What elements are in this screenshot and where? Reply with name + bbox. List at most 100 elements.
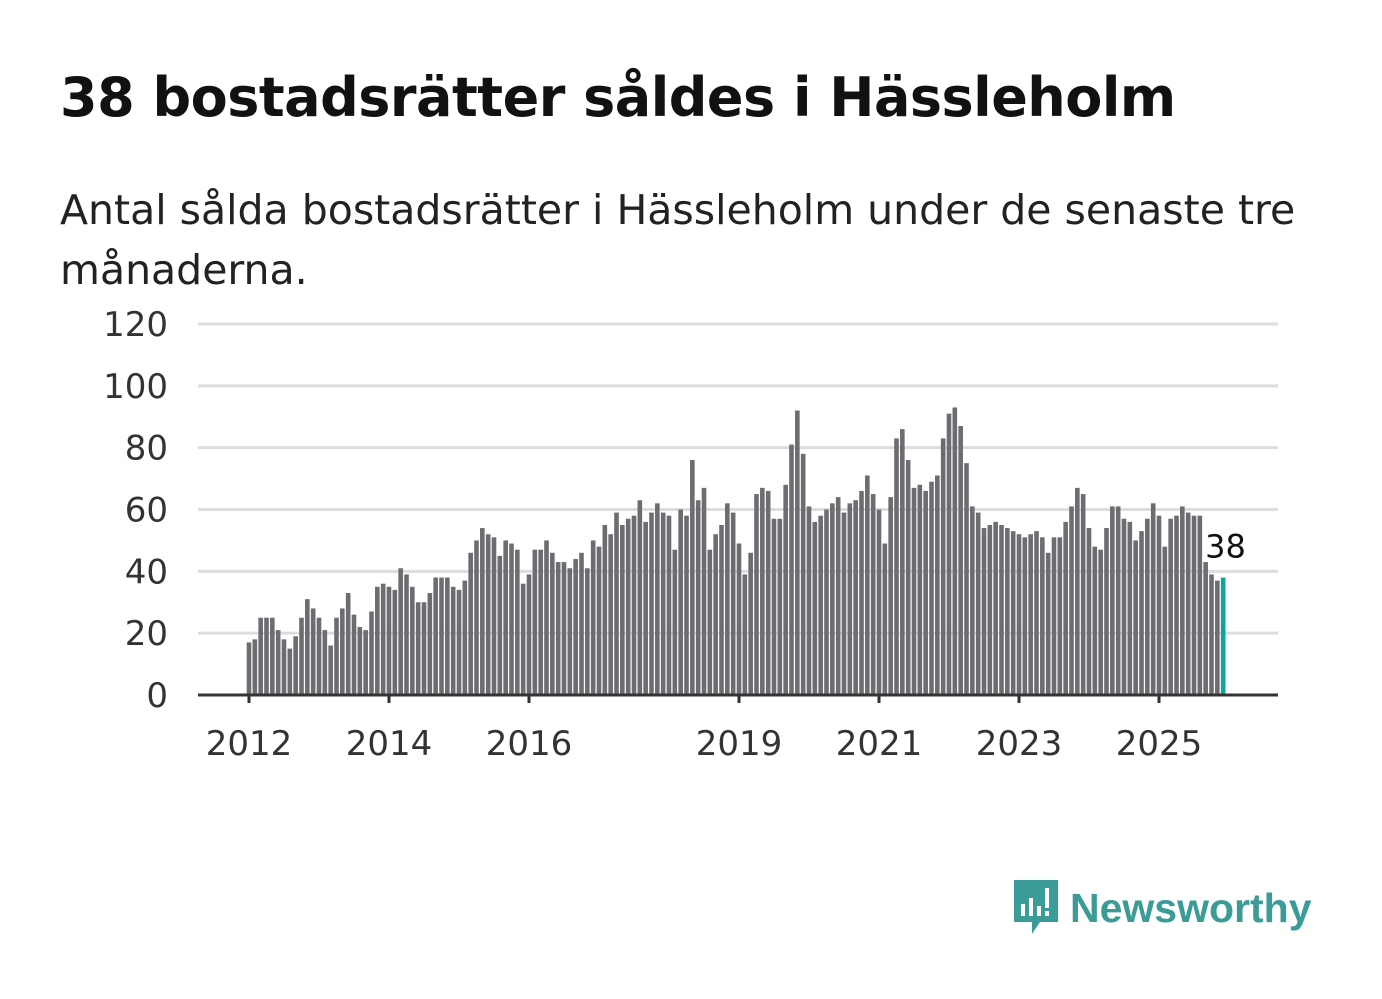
bar [917,484,923,695]
bar [1057,537,1063,695]
bar [544,540,549,695]
bar [439,577,444,695]
bar [859,490,864,695]
bar [555,562,561,695]
bar [474,540,479,695]
bar [363,630,368,695]
bar [497,555,503,696]
bar [911,487,917,695]
bar [695,500,701,695]
bar [485,534,491,695]
bar [246,642,252,695]
bar [1156,515,1162,695]
bar [830,503,835,695]
bar [660,512,666,695]
bar [993,521,998,695]
bar [888,497,893,695]
bar-highlight [1220,577,1226,695]
x-tick-label: 2025 [1116,724,1203,764]
bar [865,475,870,695]
bar [509,543,514,695]
bar [678,509,683,695]
bar [701,487,707,695]
bar [1197,515,1203,695]
bar [894,438,899,695]
bar [824,509,829,695]
bar [1040,537,1045,695]
bar [450,586,456,695]
bar [1005,528,1010,695]
bar [310,608,316,695]
bar [940,438,946,695]
bar [503,540,508,695]
bar [1133,540,1138,695]
y-tick-label: 20 [125,614,168,654]
bar [655,503,660,695]
y-tick-label: 60 [125,491,168,531]
bar [672,549,678,695]
bar [970,506,975,695]
bar [789,444,794,695]
x-tick-label: 2023 [976,724,1063,764]
bar [375,586,380,695]
bar [631,515,637,695]
bar [1022,537,1028,695]
bar [999,524,1004,695]
bar [538,549,543,695]
bar [649,512,654,695]
bar [923,490,928,695]
bar [1045,552,1051,695]
bar [964,463,969,696]
bar [795,410,800,695]
y-tick-label: 40 [125,552,168,592]
bar [386,586,392,695]
bar [602,524,608,695]
bar [532,549,538,695]
bar [620,524,625,695]
bar [334,617,339,695]
bar [1209,574,1214,695]
x-tick-label: 2014 [346,724,433,764]
bar [800,453,806,695]
bar [596,546,602,695]
bar [754,494,759,695]
bar [480,528,485,695]
bar [468,552,473,695]
bar [369,611,374,695]
bar [841,512,847,695]
bar [643,521,648,695]
chart-subtitle: Antal sålda bostadsrätter i Hässleholm u… [60,186,1296,294]
bar [427,592,433,695]
bar [415,602,421,695]
bar [281,639,287,695]
newsworthy-logo: Newsworthy [1010,878,1312,938]
bar [275,630,281,695]
bar [392,589,398,695]
bar [771,518,777,695]
bar [1139,531,1144,695]
bar [1075,487,1080,695]
bar [812,521,818,695]
bar [1034,531,1039,695]
bar [264,617,269,695]
bar [1168,518,1173,695]
x-tick-label: 2019 [696,724,783,764]
bar [526,574,532,695]
bar [550,552,555,695]
bar [707,549,713,695]
bar [736,543,742,695]
bar [1086,528,1092,695]
bar [777,518,783,695]
bar [305,599,310,695]
bar [1063,521,1068,695]
newsworthy-logo-icon [1014,880,1058,934]
y-tick-label: 80 [125,429,168,469]
bar [1191,515,1197,695]
bar [491,537,497,695]
bar [952,407,958,695]
bar [835,497,841,695]
bar [1121,518,1127,695]
bar [666,515,672,695]
bar [713,534,718,695]
